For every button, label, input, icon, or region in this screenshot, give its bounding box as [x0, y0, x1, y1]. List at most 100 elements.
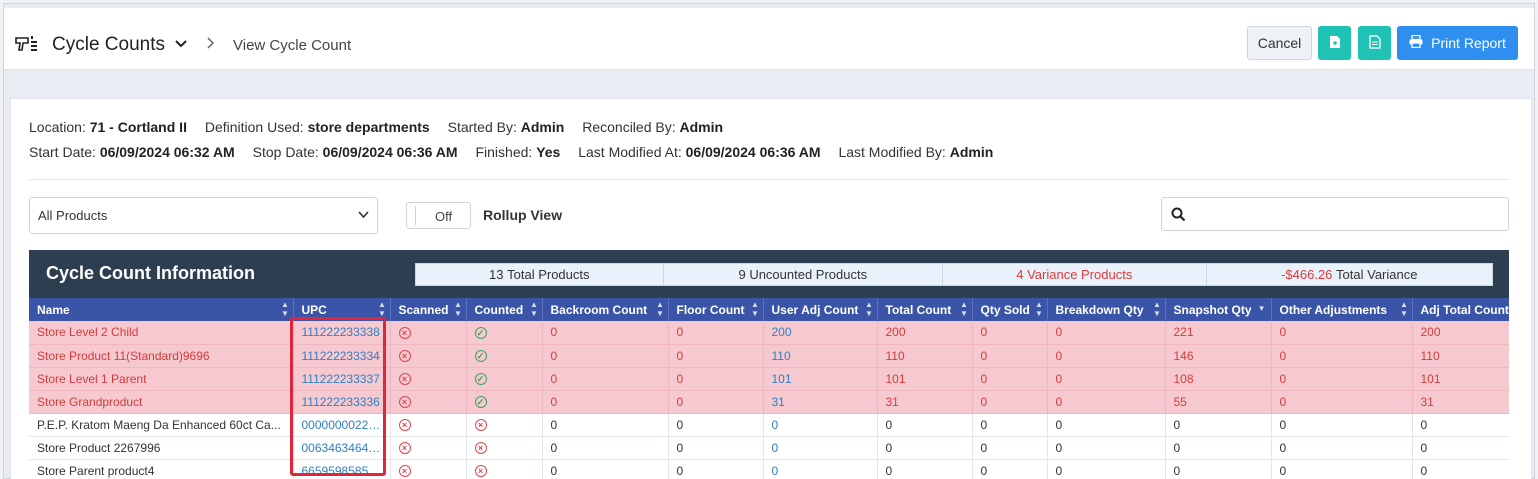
cell-snapshot: 146: [1165, 344, 1272, 368]
print-report-button[interactable]: Print Report: [1397, 26, 1518, 60]
info-row-1: Location: 71 - Cortland II Definition Us…: [29, 119, 723, 135]
table-row[interactable]: Store Level 2 Child 111222233338 × ✓ 0 0 200 20…: [29, 321, 1509, 345]
sort-icon: ▲▼: [959, 300, 969, 318]
export-excel-button[interactable]: [1318, 26, 1351, 60]
file-export-icon: [1329, 35, 1341, 52]
cell-adj-total: 101: [1412, 367, 1509, 391]
page-title: Cycle Counts: [52, 34, 165, 55]
cell-counted: ✓: [466, 367, 543, 391]
table-row[interactable]: Store Product 2267996 006346346451 × × 0 0 0 0 0…: [29, 436, 1509, 460]
cell-adj-total: 31: [1412, 390, 1509, 414]
sort-icon: ▲▼: [864, 300, 874, 318]
start-date-value: 06/09/2024 06:32 AM: [99, 144, 235, 160]
cell-other-adj: 0: [1271, 390, 1413, 414]
cell-snapshot: 0: [1165, 413, 1272, 437]
column-header-label: Other Adjustments: [1279, 302, 1388, 317]
cell-scanned: ×: [390, 413, 467, 437]
cell-upc[interactable]: 111222233338: [293, 321, 391, 345]
cell-counted: ✓: [466, 321, 543, 345]
table-body: Store Level 2 Child 111222233338 × ✓ 0 0 200 20…: [29, 321, 1509, 479]
sort-icon: ▲▼: [377, 300, 387, 318]
column-header[interactable]: Name ▲▼: [29, 298, 294, 321]
cell-upc[interactable]: 006346346451: [293, 436, 391, 460]
cell-qty-sold: 0: [972, 344, 1048, 368]
cell-snapshot: 0: [1165, 459, 1272, 479]
cell-scanned: ×: [390, 344, 467, 368]
definition-value: store departments: [307, 119, 430, 135]
cell-user-adj[interactable]: 101: [763, 367, 878, 391]
location-value: 71 - Cortland II: [89, 119, 187, 135]
cell-total: 0: [877, 413, 973, 437]
column-header[interactable]: Floor Count ▲▼: [668, 298, 764, 321]
column-header[interactable]: UPC ▲▼: [293, 298, 391, 321]
x-circle-icon: ×: [474, 465, 487, 478]
chevron-right-icon: [206, 36, 216, 53]
cell-upc[interactable]: 111222233336: [293, 390, 391, 414]
table-row[interactable]: Store Level 1 Parent 111222233337 × ✓ 0 0 101 1…: [29, 367, 1509, 391]
cell-name: Store Parent product4: [29, 459, 294, 479]
cycle-count-info-header: Cycle Count Information 13 Total Product…: [29, 250, 1509, 298]
chevron-down-icon[interactable]: [175, 37, 187, 53]
cell-counted: ×: [466, 436, 543, 460]
column-header[interactable]: Qty Sold ▲▼: [972, 298, 1048, 321]
cycle-count-card: Location: 71 - Cortland II Definition Us…: [10, 98, 1532, 479]
column-header-label: Adj Total Count: [1420, 302, 1509, 317]
cell-backroom: 0: [542, 436, 669, 460]
cell-total: 0: [877, 436, 973, 460]
cell-total: 31: [877, 390, 973, 414]
app-frame: Cycle Counts View Cycle Count Cancel Pri…: [3, 3, 1535, 479]
rollup-toggle[interactable]: Off: [406, 202, 471, 229]
cell-upc[interactable]: 111222233337: [293, 367, 391, 391]
column-header[interactable]: Backroom Count ▲▼: [542, 298, 669, 321]
section-title: Cycle Count Information: [46, 263, 256, 283]
definition-label: Definition Used:: [204, 119, 304, 135]
column-header[interactable]: User Adj Count ▲▼: [763, 298, 878, 321]
table-row[interactable]: Store Parent product4 665959858589 × × 0 0 0 0 0…: [29, 459, 1509, 479]
column-header[interactable]: Counted ▲▼: [466, 298, 543, 321]
cell-adj-total: 0: [1412, 459, 1509, 479]
last-modified-at-label: Last Modified At:: [578, 144, 682, 160]
toggle-state: Off: [435, 209, 453, 224]
cell-snapshot: 55: [1165, 390, 1272, 414]
product-filter-select[interactable]: All Products: [29, 197, 378, 234]
column-header[interactable]: Breakdown Qty ▲▼: [1047, 298, 1166, 321]
cell-breakdown: 0: [1047, 413, 1166, 437]
cell-other-adj: 0: [1271, 344, 1413, 368]
cancel-button[interactable]: Cancel: [1247, 26, 1312, 60]
cell-user-adj[interactable]: 110: [763, 344, 878, 368]
cell-total: 101: [877, 367, 973, 391]
cell-floor: 0: [668, 367, 764, 391]
check-circle-icon: ✓: [474, 350, 487, 363]
variance-products-stat: 4 Variance Products: [943, 264, 1207, 285]
cell-snapshot: 0: [1165, 436, 1272, 460]
cell-user-adj[interactable]: 0: [763, 413, 878, 437]
uncounted-count: 9: [738, 267, 746, 282]
cell-user-adj[interactable]: 31: [763, 390, 878, 414]
column-header[interactable]: Snapshot Qty ▼: [1165, 298, 1272, 321]
x-circle-icon: ×: [398, 327, 411, 340]
cell-upc[interactable]: 000000002228: [293, 413, 391, 437]
column-header[interactable]: Total Count ▲▼: [877, 298, 973, 321]
table-row[interactable]: Store Grandproduct 111222233336 × ✓ 0 0 31 31 0 0…: [29, 390, 1509, 414]
cell-other-adj: 0: [1271, 321, 1413, 345]
rollup-view-label: Rollup View: [483, 207, 563, 223]
cell-user-adj[interactable]: 0: [763, 459, 878, 479]
table-row[interactable]: Store Product 11(Standard)9696 1112222333…: [29, 344, 1509, 368]
cell-upc[interactable]: 111222233334: [293, 344, 391, 368]
column-header[interactable]: Adj Total Count: [1412, 298, 1509, 321]
cell-scanned: ×: [390, 321, 467, 345]
cell-user-adj[interactable]: 200: [763, 321, 878, 345]
cell-user-adj[interactable]: 0: [763, 436, 878, 460]
column-header-label: Name: [37, 302, 70, 317]
cell-upc[interactable]: 665959858589: [293, 459, 391, 479]
search-input[interactable]: [1161, 197, 1509, 231]
export-document-button[interactable]: [1358, 26, 1391, 60]
cell-snapshot: 108: [1165, 367, 1272, 391]
table-row[interactable]: P.E.P. Kratom Maeng Da Enhanced 60ct Ca.…: [29, 413, 1509, 437]
column-header[interactable]: Scanned ▲▼: [390, 298, 467, 321]
cycle-count-table: Name ▲▼ UPC ▲▼ Scanned ▲▼ Counted ▲▼ Backroom Co…: [29, 298, 1509, 479]
cycle-count-table-wrap[interactable]: Name ▲▼ UPC ▲▼ Scanned ▲▼ Counted ▲▼ Backroom Co…: [29, 298, 1509, 479]
column-header[interactable]: Other Adjustments ▲▼: [1271, 298, 1413, 321]
cell-floor: 0: [668, 436, 764, 460]
cell-name: Store Product 2267996: [29, 436, 294, 460]
